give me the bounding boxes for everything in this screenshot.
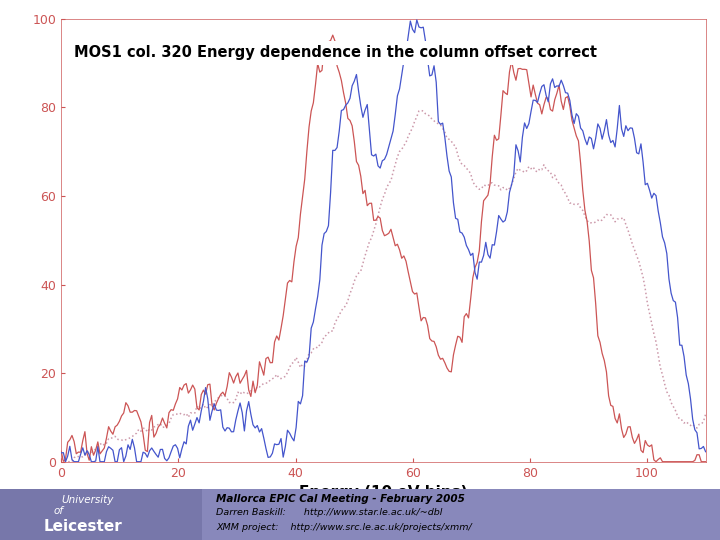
- Text: Leicester: Leicester: [43, 519, 122, 534]
- Text: XMM project:    http://www.src.le.ac.uk/projects/xmm/: XMM project: http://www.src.le.ac.uk/pro…: [216, 523, 472, 532]
- Text: University: University: [61, 495, 114, 505]
- FancyBboxPatch shape: [0, 489, 720, 540]
- Text: of: of: [54, 507, 64, 516]
- Text: MOS1 col. 320 Energy dependence in the column offset correct: MOS1 col. 320 Energy dependence in the c…: [74, 45, 597, 60]
- Text: Mallorca EPIC Cal Meeting - February 2005: Mallorca EPIC Cal Meeting - February 200…: [216, 494, 465, 503]
- FancyBboxPatch shape: [0, 489, 202, 540]
- X-axis label: Energy (10 eV bins): Energy (10 eV bins): [299, 485, 468, 500]
- Text: Darren Baskill:      http://www.star.le.ac.uk/~dbl: Darren Baskill: http://www.star.le.ac.uk…: [216, 508, 442, 517]
